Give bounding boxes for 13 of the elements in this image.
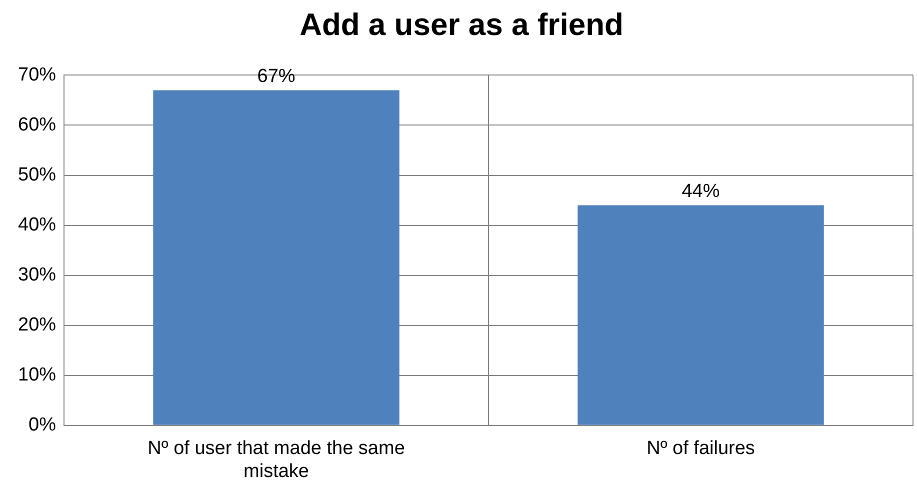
x-tick-label: Nº of failures [646, 438, 755, 460]
data-label: 67% [257, 66, 296, 87]
y-tick-label: 20% [18, 314, 56, 336]
y-tick-label: 40% [18, 214, 56, 236]
y-tick-label: 10% [18, 364, 56, 386]
y-tick-label: 0% [28, 414, 56, 436]
y-tick-label: 30% [18, 264, 56, 286]
data-label: 44% [682, 181, 720, 202]
y-tick-label: 70% [18, 64, 56, 86]
x-tick-label: Nº of user that made the same mistake [148, 438, 405, 482]
y-tick-label: 60% [18, 114, 56, 136]
y-tick-label: 50% [18, 164, 56, 186]
chart-title: Add a user as a friend [300, 7, 624, 42]
